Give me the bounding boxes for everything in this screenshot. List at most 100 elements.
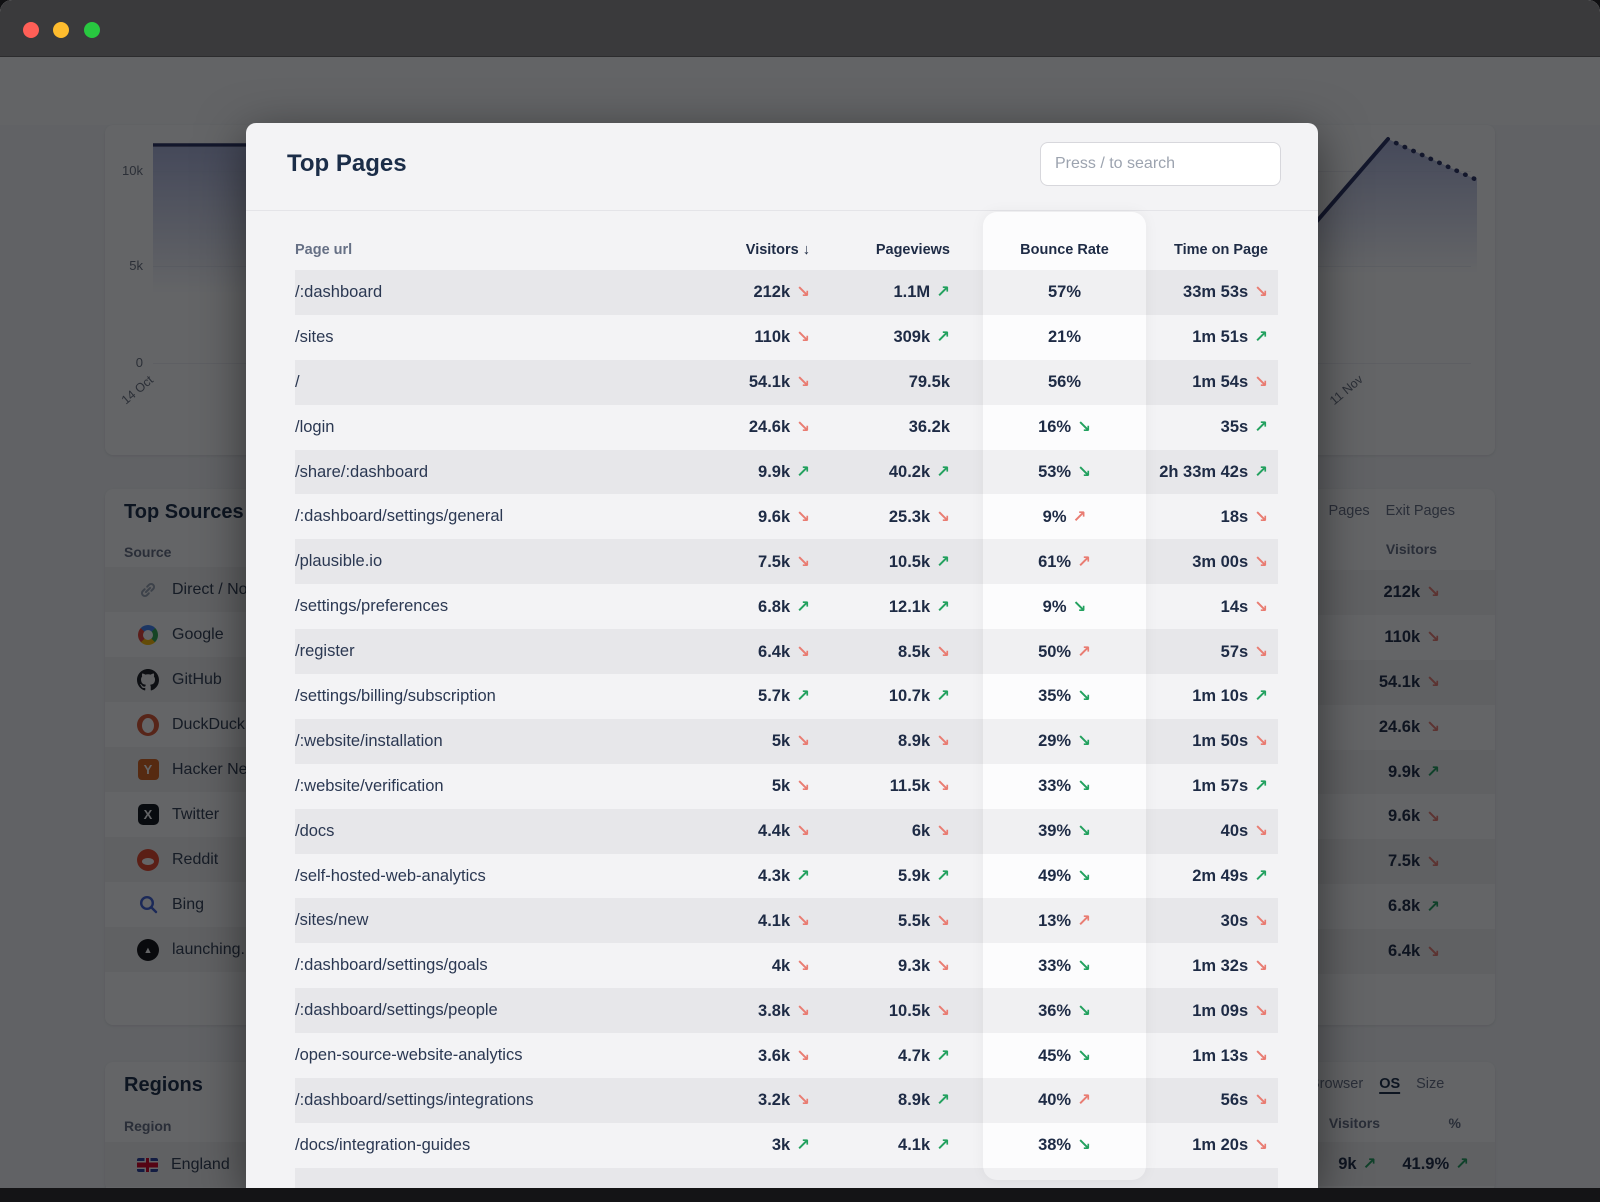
search-input[interactable] [1040,142,1281,186]
trend-down-icon: ↘ [936,732,950,751]
page-url-link[interactable]: /:dashboard [295,282,383,301]
time-on-page-value: 2m 49s ↗ [1192,867,1268,886]
trend-down-icon: ↘ [1077,687,1091,706]
trend-down-icon: ↘ [1254,373,1268,392]
bounce-rate-value: 57% [1047,282,1082,301]
visitors-value: 110k ↘ [754,328,810,347]
table-row: /plausible.io 7.5k ↘ 10.5k ↗ 61% ↗ 3m 00s ↘ [295,539,1278,585]
pageviews-value: 6k ↘ [911,822,950,841]
trend-down-icon: ↘ [1254,1136,1268,1155]
pageviews-value: 5.5k ↘ [898,911,950,930]
bounce-rate-value: 40% ↗ [1038,1091,1091,1110]
visitors-value: 212k ↘ [753,283,810,302]
bounce-rate-value: 35% ↘ [1038,687,1091,706]
trend-down-icon: ↘ [1254,1001,1268,1020]
trend-up-icon: ↗ [1077,552,1091,571]
trend-down-icon: ↘ [796,1091,810,1110]
divider [246,210,1318,211]
page-url-link[interactable]: /:dashboard/settings/general [295,507,504,526]
visitors-value: 7.5k ↘ [758,552,810,571]
trend-down-icon: ↘ [936,822,950,841]
time-on-page-value: 18s ↘ [1220,507,1268,526]
table-row: /settings/billing/subscription 5.7k ↗ 10.7k… [295,674,1278,719]
pageviews-value: 1.1M ↗ [893,283,950,302]
trend-up-icon: ↗ [1077,1091,1091,1110]
trend-up-icon: ↗ [796,687,810,706]
page-url-link[interactable]: /self-hosted-web-analytics [295,866,486,885]
table-row: /sites 110k ↘ 309k ↗ 21% 1m 51s ↗ [295,315,1278,360]
trend-down-icon: ↘ [796,911,810,930]
visitors-value: 6.8k ↗ [758,597,810,616]
trend-up-icon: ↗ [936,1046,950,1065]
pageviews-value: 4.1k ↗ [898,1136,950,1155]
visitors-value: 9.6k ↘ [758,507,810,526]
table-row: /:dashboard 212k ↘ 1.1M ↗ 57% 33m 53s ↘ [295,270,1278,315]
trend-down-icon: ↘ [796,1001,810,1020]
trend-down-icon: ↘ [1254,1091,1268,1110]
page-url-link[interactable]: /settings/billing/subscription [295,686,496,705]
page-url-link[interactable]: /share/:dashboard [295,462,429,481]
column-header-time-on-page[interactable]: Time on Page [1173,242,1268,258]
trend-down-icon: ↘ [796,328,810,347]
pageviews-value: 36.2k [908,417,950,436]
time-on-page-value: 1m 20s ↘ [1192,1136,1268,1155]
trend-down-icon: ↘ [796,956,810,975]
trend-up-icon: ↗ [796,597,810,616]
trend-up-icon: ↗ [1254,463,1268,481]
page-url-link[interactable]: /:dashboard/settings/people [295,1001,498,1020]
page-url-link[interactable]: /register [295,642,355,661]
table-row: /settings/preferences 6.8k ↗ 12.1k ↗ 9% ↘ 14s ↘ [295,584,1278,629]
trend-down-icon: ↘ [796,777,810,796]
pageviews-value: 40.2k ↗ [888,463,950,481]
top-pages-table: Page url Visitors ↓ Pageviews Bounce Rat… [295,230,1278,1188]
visitors-value: 5k ↘ [771,732,810,751]
column-header-page-url[interactable]: Page url [295,242,353,258]
table-row: /:dashboard/settings/goals 4k ↘ 9.3k ↘ 33% ↘ 1m… [295,943,1278,988]
trend-up-icon: ↗ [936,552,950,571]
trend-down-icon: ↘ [1254,732,1268,751]
page-url-link[interactable]: /docs [295,821,335,840]
pageviews-value: 309k ↗ [893,328,950,347]
page-url-link[interactable]: /sites [295,327,334,346]
trend-down-icon: ↘ [936,956,950,975]
close-window-button[interactable] [23,22,39,38]
trend-down-icon: ↘ [1254,822,1268,841]
visitors-value: 6.4k ↘ [758,642,810,661]
trend-down-icon: ↘ [1072,597,1087,616]
page-url-link[interactable]: /login [295,417,335,436]
column-header-visitors[interactable]: Visitors ↓ [745,242,810,258]
page-url-link[interactable]: / [295,372,300,391]
table-row: /register 6.4k ↘ 8.5k ↘ 50% ↗ 57s ↘ [295,629,1278,675]
bounce-rate-value: 13% ↗ [1038,911,1091,930]
trend-down-icon: ↘ [1077,732,1091,751]
pageviews-value: 10.7k ↗ [888,687,950,706]
bounce-rate-value: 9% ↘ [1042,597,1087,616]
maximize-window-button[interactable] [84,22,100,38]
time-on-page-value: 35s ↗ [1220,418,1268,437]
page-url-link[interactable]: /docs/integration-guides [295,1135,471,1154]
page-url-link[interactable]: /plausible.io [295,552,383,571]
page-url-link[interactable]: /sites/new [295,911,369,930]
visitors-value: 3k ↗ [771,1136,810,1155]
trend-down-icon: ↘ [796,822,810,841]
visitors-value: 4.4k ↘ [758,822,810,841]
pageviews-value: 8.9k ↘ [898,732,950,751]
minimize-window-button[interactable] [53,22,69,38]
page-url-link[interactable]: /open-source-website-analytics [295,1046,523,1065]
trend-down-icon: ↘ [796,373,810,392]
trend-down-icon: ↘ [1077,1001,1091,1020]
time-on-page-value: 3m 00s ↘ [1192,552,1268,571]
column-header-pageviews[interactable]: Pageviews [875,242,950,258]
page-url-link[interactable]: /:website/verification [295,776,444,795]
time-on-page-value: 1m 32s ↘ [1192,956,1268,975]
time-on-page-value: 30s ↘ [1220,911,1268,930]
page-url-link[interactable]: /settings/preferences [295,597,449,616]
visitors-value: 4.1k ↘ [758,911,810,930]
page-url-link[interactable]: /:dashboard/settings/integrations [295,1090,534,1109]
page-url-link[interactable]: /:dashboard/settings/goals [295,956,488,975]
page-url-link[interactable]: /:website/installation [295,731,443,750]
time-on-page-value: 1m 51s ↗ [1192,328,1268,347]
column-header-bounce-rate[interactable]: Bounce Rate [1020,242,1109,258]
trend-up-icon: ↗ [1077,911,1091,930]
